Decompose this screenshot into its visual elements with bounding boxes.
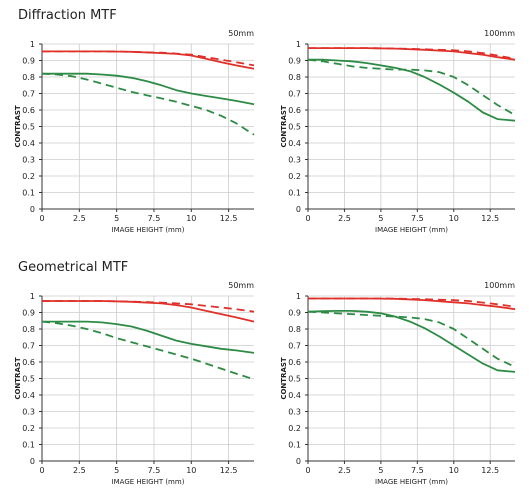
x-tick-label: 2.5 xyxy=(338,466,351,475)
section-title-diffraction: Diffraction MTF xyxy=(18,8,117,23)
y-tick-label: 0.3 xyxy=(22,408,35,417)
panel-focal-length-label: 100mm xyxy=(484,281,515,290)
y-tick-label: 0.9 xyxy=(288,309,301,318)
y-tick-label: 1 xyxy=(296,40,301,49)
series-line-red-dashed xyxy=(42,300,255,313)
y-tick-label: 0 xyxy=(30,457,35,466)
y-tick-label: 0.6 xyxy=(288,106,301,115)
x-axis-label: IMAGE HEIGHT (mm) xyxy=(375,478,448,486)
section-title-geometrical: Geometrical MTF xyxy=(18,260,129,275)
y-tick-label: 0.4 xyxy=(22,391,35,400)
y-tick-label: 0.3 xyxy=(22,156,35,165)
y-tick-label: 0 xyxy=(30,205,35,214)
y-tick-label: 0.4 xyxy=(22,139,35,148)
y-tick-label: 0.4 xyxy=(288,139,301,148)
x-tick-label: 7.5 xyxy=(148,466,161,475)
y-tick-label: 1 xyxy=(296,292,301,301)
x-tick-label: 12.5 xyxy=(481,466,499,475)
x-tick-label: 2.5 xyxy=(73,466,86,475)
y-tick-label: 0.1 xyxy=(288,441,301,450)
y-axis-label: CONTRAST xyxy=(280,105,288,148)
x-tick-label: 10 xyxy=(186,466,196,475)
y-tick-label: 0.2 xyxy=(288,424,301,433)
x-axis-label: IMAGE HEIGHT (mm) xyxy=(112,226,185,234)
x-tick-label: 0 xyxy=(305,214,310,223)
y-tick-label: 0.1 xyxy=(22,441,35,450)
series-line-green-solid xyxy=(42,320,255,354)
x-axis-label: IMAGE HEIGHT (mm) xyxy=(375,226,448,234)
series-line-red-solid xyxy=(308,297,516,311)
y-tick-label: 0.2 xyxy=(288,172,301,181)
y-tick-label: 0.7 xyxy=(288,90,301,99)
y-tick-label: 0.7 xyxy=(22,90,35,99)
y-tick-label: 0.7 xyxy=(288,342,301,351)
y-tick-label: 0.5 xyxy=(288,375,301,384)
panel-focal-length-label: 100mm xyxy=(484,29,515,38)
series-line-red-dashed xyxy=(42,50,255,67)
x-tick-label: 12.5 xyxy=(220,214,238,223)
y-tick-label: 0.3 xyxy=(288,156,301,165)
series-line-green-dashed xyxy=(307,58,516,116)
y-tick-label: 1 xyxy=(30,292,35,301)
y-axis-label: CONTRAST xyxy=(280,357,288,400)
y-tick-label: 0.9 xyxy=(22,309,35,318)
y-tick-label: 0.8 xyxy=(288,325,301,334)
y-tick-label: 0.8 xyxy=(22,73,35,82)
x-tick-label: 2.5 xyxy=(338,214,351,223)
x-tick-label: 0 xyxy=(39,214,44,223)
y-tick-label: 0.6 xyxy=(22,106,35,115)
x-tick-label: 12.5 xyxy=(220,466,238,475)
x-axis-label: IMAGE HEIGHT (mm) xyxy=(112,478,185,486)
y-tick-label: 0.5 xyxy=(22,123,35,132)
y-tick-label: 0.3 xyxy=(288,408,301,417)
y-tick-label: 0.8 xyxy=(288,73,301,82)
x-tick-label: 5 xyxy=(378,214,383,223)
x-tick-label: 7.5 xyxy=(148,214,161,223)
y-tick-label: 0.1 xyxy=(22,189,35,198)
x-tick-label: 5 xyxy=(378,466,383,475)
x-tick-label: 12.5 xyxy=(481,214,499,223)
series-line-green-solid xyxy=(308,58,516,122)
x-tick-label: 10 xyxy=(449,214,459,223)
x-tick-label: 5 xyxy=(114,214,119,223)
y-tick-label: 0.1 xyxy=(288,189,301,198)
series-line-green-dashed xyxy=(307,310,516,368)
y-tick-label: 0.9 xyxy=(288,57,301,66)
x-tick-label: 2.5 xyxy=(73,214,86,223)
y-tick-label: 0.4 xyxy=(288,391,301,400)
x-tick-label: 0 xyxy=(305,466,310,475)
y-tick-label: 0.6 xyxy=(22,358,35,367)
panel-focal-length-label: 50mm xyxy=(228,29,254,38)
x-tick-label: 5 xyxy=(114,466,119,475)
y-tick-label: 0.7 xyxy=(22,342,35,351)
series-line-green-solid xyxy=(42,72,255,106)
y-tick-label: 0.5 xyxy=(22,375,35,384)
series-line-green-solid xyxy=(307,310,516,373)
x-tick-label: 10 xyxy=(186,214,196,223)
y-axis-label: CONTRAST xyxy=(14,357,22,400)
y-tick-label: 0 xyxy=(296,205,301,214)
x-tick-label: 0 xyxy=(39,466,44,475)
y-tick-label: 0.6 xyxy=(288,358,301,367)
series-line-red-dashed xyxy=(308,297,516,308)
series-line-green-dashed xyxy=(41,320,255,381)
y-axis-label: CONTRAST xyxy=(14,105,22,148)
panel-focal-length-label: 50mm xyxy=(228,281,254,290)
y-tick-label: 0.2 xyxy=(22,172,35,181)
series-line-red-solid xyxy=(42,300,255,323)
y-tick-label: 0.8 xyxy=(22,325,35,334)
series-line-green-dashed xyxy=(41,72,255,136)
x-tick-label: 7.5 xyxy=(411,466,424,475)
y-tick-label: 1 xyxy=(30,40,35,49)
x-tick-label: 7.5 xyxy=(411,214,424,223)
y-tick-label: 0.9 xyxy=(22,57,35,66)
y-tick-label: 0.5 xyxy=(288,123,301,132)
x-tick-label: 10 xyxy=(449,466,459,475)
y-tick-label: 0.2 xyxy=(22,424,35,433)
series-line-red-dashed xyxy=(308,47,516,60)
y-tick-label: 0 xyxy=(296,457,301,466)
